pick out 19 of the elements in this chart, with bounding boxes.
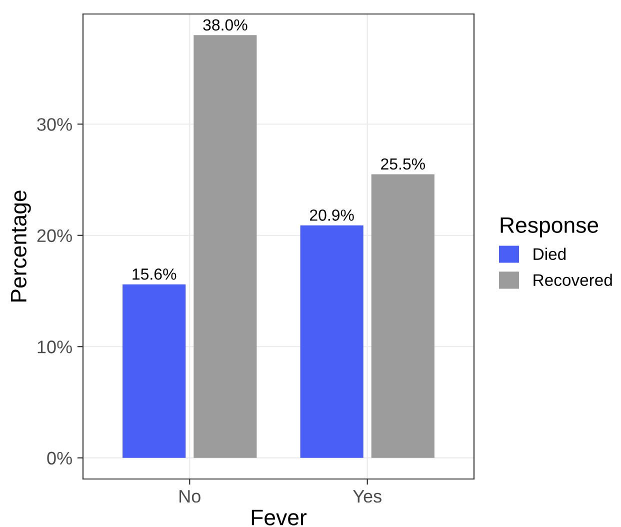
- y-tick-label: 30%: [37, 118, 72, 131]
- legend-label: Died: [534, 248, 566, 260]
- x-tick-label: Yes: [353, 490, 382, 503]
- y-tick-label: 10%: [38, 340, 72, 354]
- bar: [371, 174, 434, 458]
- bar: [300, 225, 364, 458]
- data-label: 25.5%: [381, 158, 425, 170]
- legend-title: Response: [500, 217, 598, 238]
- data-label: 38.0%: [203, 19, 248, 31]
- y-tick-label: 20%: [37, 229, 72, 242]
- data-label: 20.9%: [310, 210, 354, 221]
- bar: [122, 284, 186, 458]
- y-axis-title: Percentage: [10, 190, 31, 302]
- y-tick-label: 0%: [47, 452, 72, 465]
- x-tick-label: No: [180, 490, 200, 503]
- legend-label: Recovered: [534, 274, 612, 286]
- data-label: 15.6%: [132, 268, 176, 280]
- bar: [194, 35, 257, 458]
- x-axis-title: Fever: [252, 510, 307, 526]
